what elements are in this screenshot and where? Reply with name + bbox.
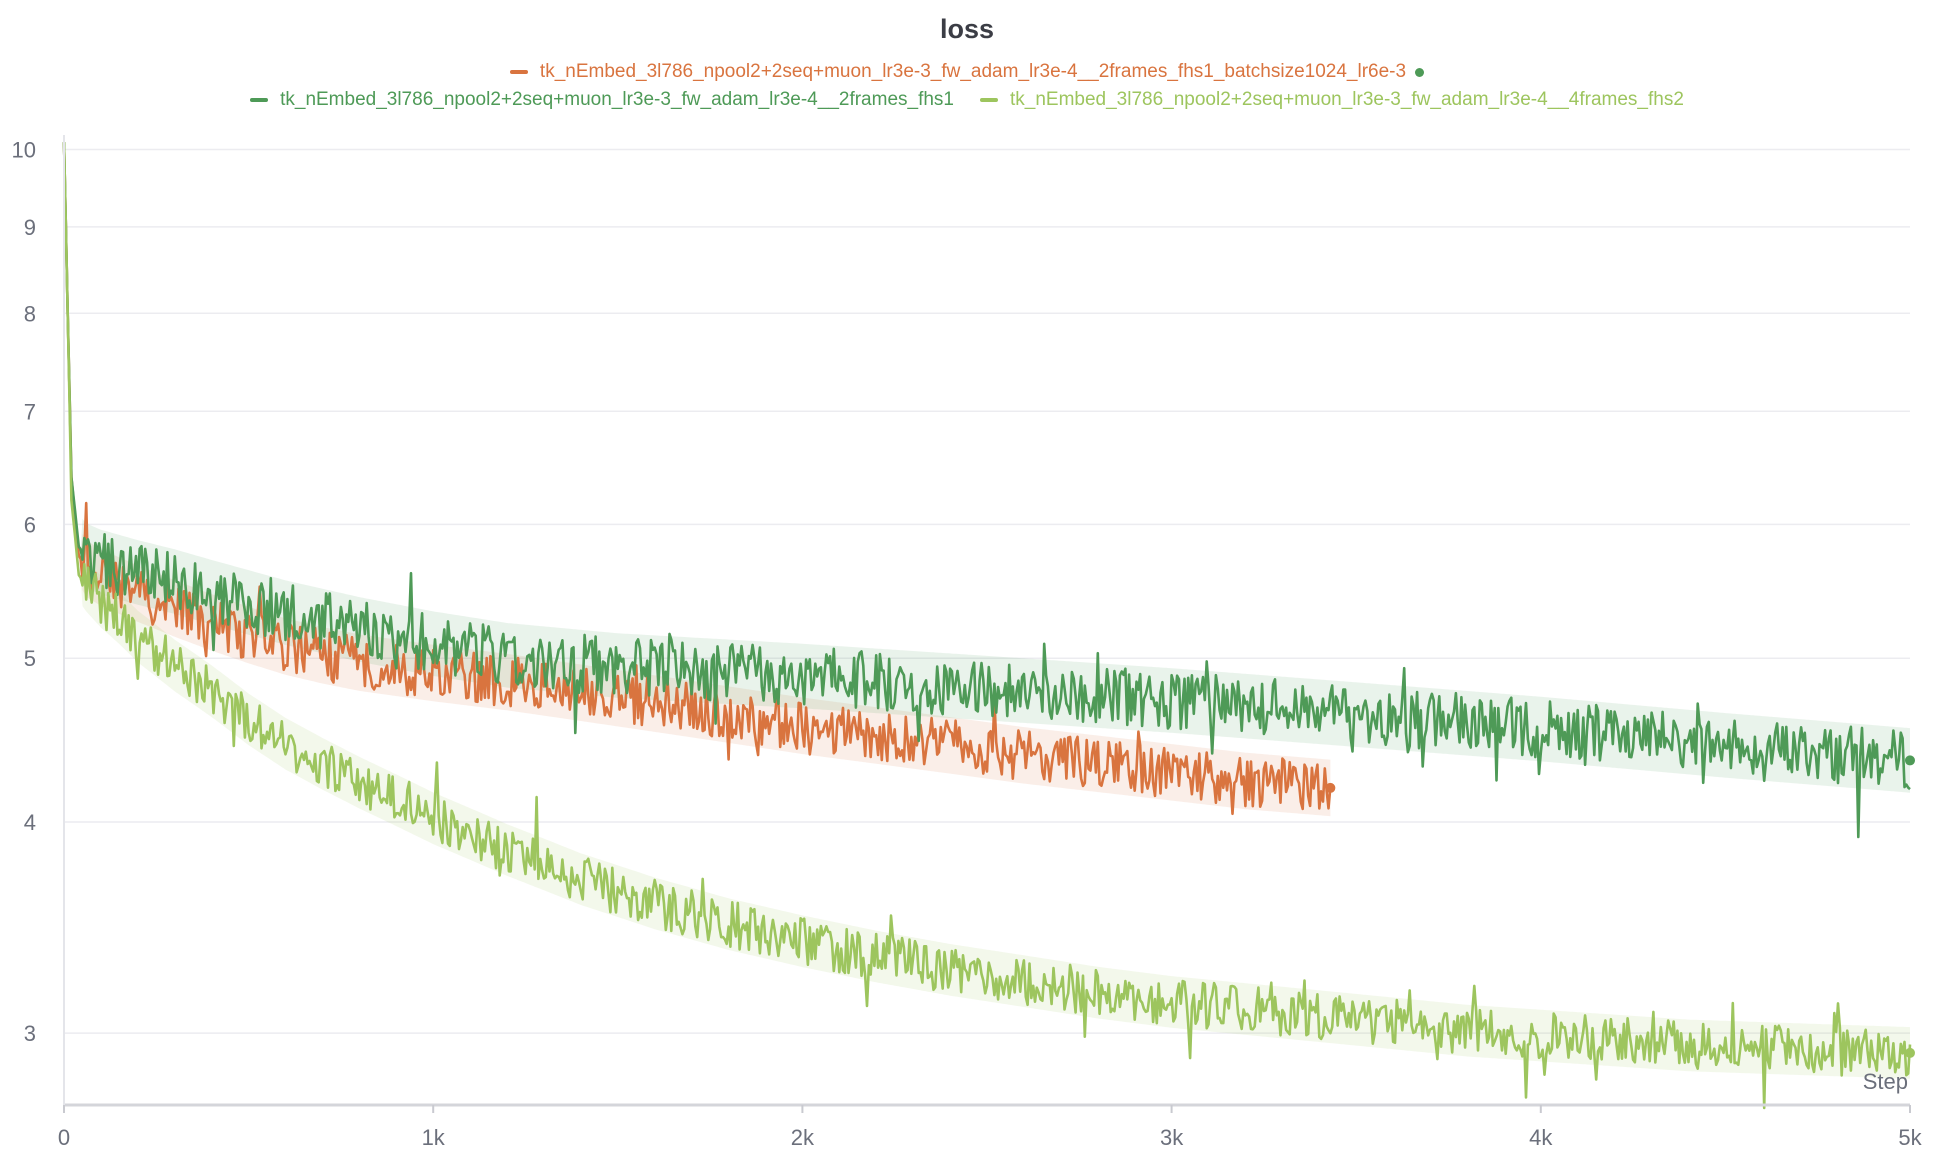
- series-band-1: [64, 142, 1910, 793]
- axes: [63, 135, 1911, 1113]
- legend-label-series-0: tk_nEmbed_3l786_npool2+2seq+muon_lr3e-3_…: [539, 61, 1407, 82]
- series-end-marker-2: [1905, 1047, 1915, 1058]
- y-tick-label-7: 7: [24, 399, 36, 424]
- legend-entry-series-2[interactable]: tk_nEmbed_3l786_npool2+2seq+muon_lr3e-3_…: [980, 89, 1684, 111]
- legend-row-2: tk_nEmbed_3l786_npool2+2seq+muon_lr3e-3_…: [0, 89, 1934, 111]
- legend-entry-series-0[interactable]: tk_nEmbed_3l786_npool2+2seq+muon_lr3e-3_…: [509, 61, 1425, 83]
- x-tick-label-1k: 1k: [422, 1125, 446, 1150]
- legend-indicator-dot: [1415, 67, 1425, 77]
- legend-swatch-series-2: [980, 98, 998, 102]
- series-bands: [64, 142, 1910, 1079]
- series-line-1: [62, 142, 1911, 839]
- legend-row-1: tk_nEmbed_3l786_npool2+2seq+muon_lr3e-3_…: [0, 61, 1934, 83]
- legend-label-series-1: tk_nEmbed_3l786_npool2+2seq+muon_lr3e-3_…: [280, 89, 954, 110]
- y-tick-label-8: 8: [24, 301, 36, 326]
- legend-label-series-2: tk_nEmbed_3l786_npool2+2seq+muon_lr3e-3_…: [1010, 89, 1684, 110]
- y-tick-label-3: 3: [24, 1021, 36, 1046]
- x-tick-label-0: 0: [58, 1125, 70, 1150]
- legend-entry-series-1[interactable]: tk_nEmbed_3l786_npool2+2seq+muon_lr3e-3_…: [250, 89, 954, 111]
- series-lines: [62, 142, 1915, 1110]
- series-end-marker-0: [1325, 782, 1336, 793]
- grid-lines: [64, 148, 1910, 1034]
- x-tick-label-3k: 3k: [1160, 1125, 1184, 1150]
- x-axis-label: Step: [1863, 1069, 1908, 1094]
- legend-swatch-series-1: [250, 98, 269, 102]
- tick-labels: 3 4 5 6 7 8 9 10 0 1k 2k 3k 4k 5k Step: [12, 138, 1923, 1150]
- series-band-0: [64, 142, 1331, 817]
- y-tick-label-10: 10: [12, 138, 36, 163]
- chart-title: loss: [939, 14, 995, 44]
- x-tick-label-5k: 5k: [1898, 1125, 1922, 1150]
- y-tick-label-6: 6: [24, 512, 36, 537]
- x-tick-label-2k: 2k: [791, 1125, 815, 1150]
- legend-swatch-series-0: [509, 70, 528, 74]
- y-tick-label-5: 5: [24, 646, 36, 671]
- series-end-marker-1: [1905, 755, 1915, 766]
- y-tick-label-9: 9: [24, 215, 36, 240]
- y-tick-label-4: 4: [24, 810, 36, 835]
- series-band-2: [64, 142, 1910, 1079]
- series-line-2: [62, 142, 1912, 1110]
- x-tick-label-4k: 4k: [1529, 1125, 1553, 1150]
